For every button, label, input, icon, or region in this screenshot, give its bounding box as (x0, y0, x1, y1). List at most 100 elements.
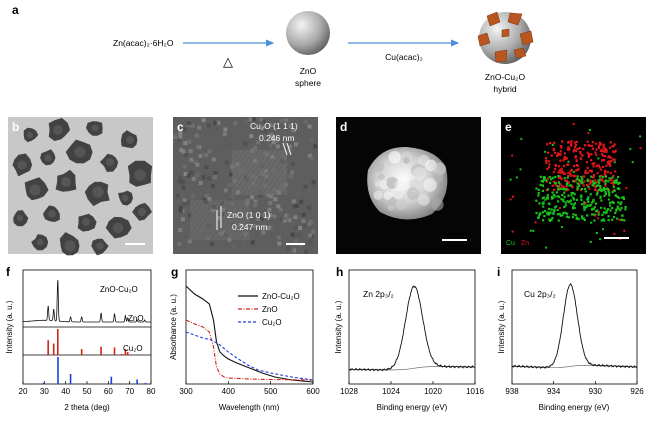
eds-dot-zn (576, 148, 579, 151)
eds-dot-cu (554, 195, 557, 198)
eds-dot-zn (560, 146, 563, 149)
eds-dot-zn (588, 144, 591, 147)
eds-dot-zn (546, 177, 550, 180)
eds-dot-cu (598, 181, 601, 184)
eds-dot-zn (567, 147, 570, 150)
eds-dot-cu (616, 195, 619, 198)
uv-legend-hybrid: ZnO-Cu₂O (262, 292, 300, 301)
uv-frame (185, 269, 314, 385)
eds-dot-cu (563, 188, 566, 191)
eds-dot-cu (580, 198, 583, 202)
eds-dot-cu (551, 196, 554, 199)
eds-dot-zn (559, 153, 562, 156)
eds-dot-zn (609, 164, 612, 167)
eds-dot-cu (601, 213, 604, 216)
eds-dot-cu (609, 204, 612, 207)
eds-dot-cu (608, 192, 611, 195)
eds-dot-zn (567, 188, 570, 191)
eds-dot-zn (563, 157, 566, 160)
eds-dot-cu (559, 214, 562, 217)
eds-dot-cu (608, 194, 611, 197)
eds-dot-cu (541, 211, 545, 214)
heat-symbol: △ (223, 54, 233, 69)
eds-dot-cu (592, 182, 595, 185)
eds-dot-zn (561, 185, 564, 188)
eds-dot-cu (580, 175, 583, 179)
eds-dot-zn (601, 153, 604, 156)
eds-dot-cu (621, 214, 624, 217)
eds-dot-cu (618, 196, 621, 199)
eds-dot-cu (547, 213, 550, 216)
eds-dot-zn (559, 171, 562, 174)
eds-dot-zn (609, 156, 612, 159)
eds-dot-zn (594, 151, 597, 154)
eds-dot-cu (580, 181, 583, 184)
eds-dot-zn (601, 165, 604, 168)
eds-dot-cu (616, 205, 619, 208)
eds-dot-zn (592, 173, 596, 177)
eds-dot-zn (561, 170, 564, 173)
eds-dot-zn (586, 140, 589, 143)
eds-dot-zn (610, 160, 613, 163)
eds-dot-zn (582, 147, 585, 151)
eds-dot-cu (552, 193, 556, 197)
eds-dot-zn (593, 184, 596, 187)
eds-dot-cu (617, 176, 620, 179)
eds-dot-cu (562, 200, 565, 203)
eds-dot-cu (577, 178, 580, 182)
eds-dot-zn (609, 141, 612, 144)
eds-dot-cu (619, 203, 622, 206)
eds-dot-cu (600, 189, 603, 192)
panel-h: h 1028 1024 1020 1016 Zn 2p₃/₂ Binding ener… (334, 265, 484, 412)
eds-dot-cu (553, 209, 556, 212)
eds-dot-cu (543, 210, 547, 213)
eds-dot-cu (601, 175, 604, 179)
eds-dot-zn (570, 142, 573, 145)
eds-dot-cu (557, 188, 560, 191)
eds-dot-zn (562, 159, 565, 162)
eds-dot-cu (592, 207, 595, 210)
eds-dot-cu (586, 198, 589, 201)
eds-dot-cu (621, 218, 624, 221)
eds-dot-cu (535, 211, 538, 215)
zn-peak-label: Zn 2p₃/₂ (363, 289, 394, 299)
eds-dot-cu (613, 179, 616, 183)
eds-dot-zn (545, 161, 548, 164)
eds-dot-zn (574, 180, 577, 183)
eds-dot-cu (542, 178, 546, 181)
eds-dot-zn (552, 180, 555, 184)
eds-dot-zn (601, 178, 604, 181)
eds-dot-zn (579, 157, 582, 160)
eds-dot-cu (573, 203, 576, 206)
eds-dot-cu (585, 206, 588, 209)
eds-dot-zn (595, 153, 598, 156)
eds-dot-cu (614, 194, 617, 197)
eds-dot-cu (603, 219, 606, 222)
eds-dot-cu (595, 184, 598, 187)
eds-dot-zn (596, 190, 599, 193)
eds-dot-cu (554, 182, 557, 185)
eds-dot-zn (581, 154, 584, 157)
eds-dot-zn (579, 150, 582, 153)
eds-dot-zn (612, 150, 615, 153)
eds-dot-cu (572, 213, 575, 216)
eds-dot-zn (565, 157, 568, 160)
eds-dot-cu (560, 198, 563, 201)
eds-dot-zn (547, 160, 550, 163)
eds-dot-cu (622, 196, 625, 199)
eds-dot-zn (564, 179, 567, 182)
eds-dot-cu (551, 216, 554, 220)
eds-dot-cu (547, 207, 551, 211)
eds-dot-cu (563, 205, 566, 209)
eds-dot-cu (540, 179, 543, 183)
eds-dot-zn (602, 154, 605, 157)
eds-dot-zn (605, 164, 608, 167)
eds-dot-zn (600, 179, 603, 182)
eds-dot-zn (575, 159, 578, 163)
xrd-ylabel: Intensity (a. u.) (5, 300, 14, 353)
eds-dot-cu (615, 178, 618, 182)
eds-dot-zn (606, 170, 609, 173)
eds-dot-zn (614, 149, 617, 152)
eds-dot-cu (607, 180, 610, 183)
eds-dot-cu (576, 178, 579, 181)
